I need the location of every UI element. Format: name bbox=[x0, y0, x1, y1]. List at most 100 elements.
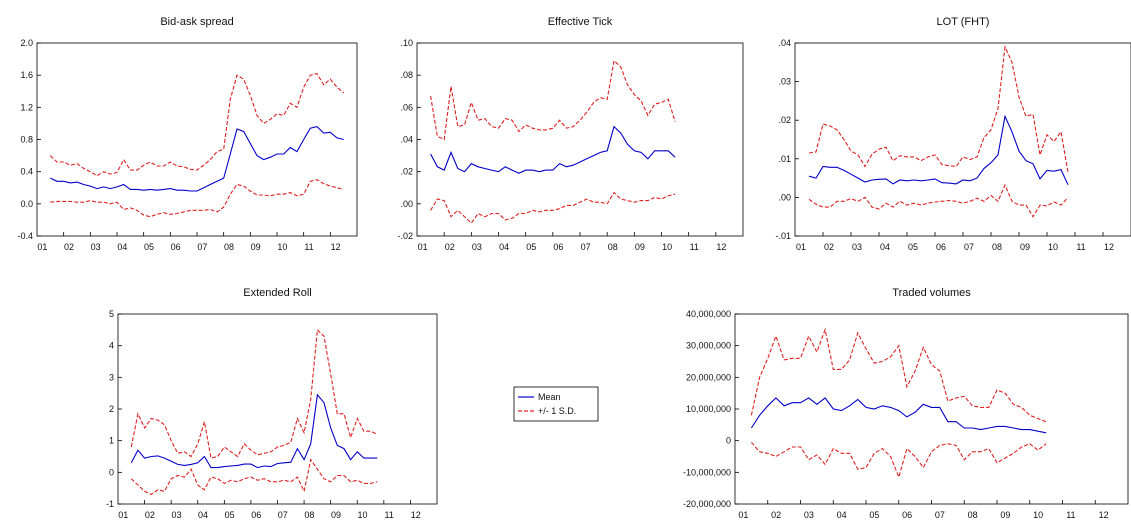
chart-bid-ask-spread: Bid-ask spread -0.4 0.0 0.4 0.8 1.2 1.6 2.0 01 02… bbox=[17, 16, 358, 252]
lot-fht-x-tick-label: 02 bbox=[824, 242, 834, 252]
bid-ask-spread-x-tick-label: 01 bbox=[37, 242, 47, 252]
effective-tick-y-tick-label: .02 bbox=[400, 167, 413, 177]
traded-volumes-y-tick-label: 30,000,000 bbox=[686, 341, 731, 351]
lot-fht-x-tick-label: 11 bbox=[1076, 242, 1085, 252]
lot-fht-x-tick-label: 03 bbox=[852, 242, 862, 252]
extended-roll-y-tick-label: 1 bbox=[109, 436, 114, 446]
traded-volumes-x-tick-label: 08 bbox=[968, 510, 978, 520]
bid-ask-spread-y-tick-label: 0.4 bbox=[20, 167, 33, 177]
chart-lot-fht: LOT (FHT) -.01 .00 .01 .02 .03 .04 01 02 03 04 05 06… bbox=[775, 16, 1131, 252]
effective-tick-upper-line bbox=[430, 59, 676, 141]
extended-roll-mean-line bbox=[130, 393, 378, 469]
effective-tick-mean-line bbox=[430, 125, 676, 174]
bid-ask-spread-upper-line bbox=[49, 72, 345, 177]
bid-ask-spread-y-tick-label: 1.2 bbox=[20, 102, 33, 112]
lot-fht-y-tick-label: .02 bbox=[778, 115, 791, 125]
lot-fht-y-tick-label: .01 bbox=[778, 154, 791, 164]
lot-fht-x-tick-label: 05 bbox=[908, 242, 918, 252]
extended-roll-x-tick-label: 04 bbox=[198, 510, 208, 520]
lot-fht-x-tick-label: 08 bbox=[992, 242, 1002, 252]
extended-roll-y-tick-label: 5 bbox=[109, 309, 114, 319]
legend-box bbox=[513, 386, 599, 422]
legend-band-label: +/- 1 S.D. bbox=[538, 406, 576, 416]
bid-ask-spread-x-tick-label: 12 bbox=[331, 242, 341, 252]
effective-tick-x-tick-label: 08 bbox=[608, 242, 618, 252]
lot-fht-upper-line bbox=[808, 44, 1069, 173]
bid-ask-spread-y-tick-label: 2.0 bbox=[20, 38, 33, 48]
extended-roll-x-tick-label: 05 bbox=[225, 510, 235, 520]
traded-volumes-x-tick-label: 10 bbox=[1033, 510, 1043, 520]
extended-roll-x-tick-label: 12 bbox=[411, 510, 421, 520]
traded-volumes-x-tick-label: 04 bbox=[837, 510, 847, 520]
extended-roll-x-tick-label: 09 bbox=[331, 510, 341, 520]
effective-tick-x-tick-label: 12 bbox=[716, 242, 726, 252]
lot-fht-y-tick-label: .00 bbox=[778, 192, 791, 202]
traded-volumes-x-tick-label: 01 bbox=[738, 510, 748, 520]
extended-roll-lower-line bbox=[130, 458, 378, 496]
traded-volumes-x-tick-label: 05 bbox=[869, 510, 879, 520]
extended-roll-title: Extended Roll bbox=[243, 287, 312, 299]
extended-roll-upper-line bbox=[130, 328, 378, 459]
lot-fht-y-tick-label: .04 bbox=[778, 38, 791, 48]
legend-mean-label: Mean bbox=[538, 392, 561, 402]
bid-ask-spread-x-tick-label: 04 bbox=[117, 242, 127, 252]
effective-tick-y-tick-label: .00 bbox=[400, 199, 413, 209]
extended-roll-x-tick-label: 03 bbox=[171, 510, 181, 520]
bid-ask-spread-x-tick-label: 07 bbox=[197, 242, 207, 252]
effective-tick-x-tick-label: 01 bbox=[418, 242, 428, 252]
effective-tick-y-tick-label: .08 bbox=[400, 70, 413, 80]
bid-ask-spread-title: Bid-ask spread bbox=[160, 16, 233, 28]
effective-tick-lower-line bbox=[430, 191, 676, 224]
effective-tick-y-tick-label: .06 bbox=[400, 102, 413, 112]
traded-volumes-y-tick-label: 0 bbox=[726, 436, 731, 446]
extended-roll-y-tick-label: 3 bbox=[109, 372, 114, 382]
traded-volumes-y-tick-label: -10,000,000 bbox=[683, 467, 731, 477]
extended-roll-y-tick-label: -1 bbox=[106, 499, 114, 509]
effective-tick-x-tick-label: 09 bbox=[635, 242, 645, 252]
effective-tick-y-tick-label: .10 bbox=[400, 38, 413, 48]
effective-tick-y-tick-label: .04 bbox=[400, 135, 413, 145]
extended-roll-x-tick-label: 02 bbox=[145, 510, 155, 520]
effective-tick-x-tick-label: 07 bbox=[581, 242, 591, 252]
lot-fht-y-tick-label: .03 bbox=[778, 77, 791, 87]
lot-fht-title: LOT (FHT) bbox=[937, 16, 990, 28]
legend: Mean +/- 1 S.D. bbox=[513, 386, 599, 422]
bid-ask-spread-x-tick-label: 09 bbox=[251, 242, 261, 252]
extended-roll-plot-frame bbox=[117, 313, 438, 505]
effective-tick-x-tick-label: 02 bbox=[445, 242, 455, 252]
lot-fht-x-tick-label: 10 bbox=[1048, 242, 1058, 252]
traded-volumes-title: Traded volumes bbox=[892, 287, 971, 299]
traded-volumes-upper-line bbox=[750, 327, 1047, 423]
effective-tick-y-tick-label: -.02 bbox=[397, 231, 413, 241]
bid-ask-spread-x-tick-label: 05 bbox=[144, 242, 154, 252]
effective-tick-plot-frame bbox=[416, 42, 744, 237]
lot-fht-lower-line bbox=[808, 183, 1069, 218]
effective-tick-x-tick-label: 06 bbox=[553, 242, 563, 252]
lot-fht-x-tick-label: 07 bbox=[964, 242, 974, 252]
extended-roll-x-tick-label: 11 bbox=[384, 510, 393, 520]
extended-roll-y-tick-label: 4 bbox=[109, 341, 114, 351]
traded-volumes-x-tick-label: 09 bbox=[1000, 510, 1010, 520]
bid-ask-spread-y-tick-label: 0.8 bbox=[20, 135, 33, 145]
lot-fht-x-tick-label: 09 bbox=[1020, 242, 1030, 252]
traded-volumes-y-tick-label: 40,000,000 bbox=[686, 309, 731, 319]
traded-volumes-lower-line bbox=[750, 441, 1047, 479]
bid-ask-spread-y-tick-label: 0.0 bbox=[20, 199, 33, 209]
bid-ask-spread-x-tick-label: 02 bbox=[64, 242, 74, 252]
extended-roll-y-tick-label: 2 bbox=[109, 404, 114, 414]
effective-tick-x-tick-label: 03 bbox=[472, 242, 482, 252]
traded-volumes-mean-line bbox=[750, 397, 1047, 434]
bid-ask-spread-x-tick-label: 08 bbox=[224, 242, 234, 252]
bid-ask-spread-plot-frame bbox=[36, 42, 358, 237]
effective-tick-title: Effective Tick bbox=[548, 16, 613, 28]
traded-volumes-plot-frame bbox=[734, 313, 1129, 505]
bid-ask-spread-x-tick-label: 10 bbox=[277, 242, 287, 252]
traded-volumes-x-tick-label: 02 bbox=[771, 510, 781, 520]
extended-roll-x-tick-label: 06 bbox=[251, 510, 261, 520]
effective-tick-x-tick-label: 05 bbox=[526, 242, 536, 252]
effective-tick-x-tick-label: 04 bbox=[499, 242, 509, 252]
lot-fht-y-tick-label: -.01 bbox=[775, 231, 791, 241]
lot-fht-x-tick-label: 01 bbox=[796, 242, 806, 252]
